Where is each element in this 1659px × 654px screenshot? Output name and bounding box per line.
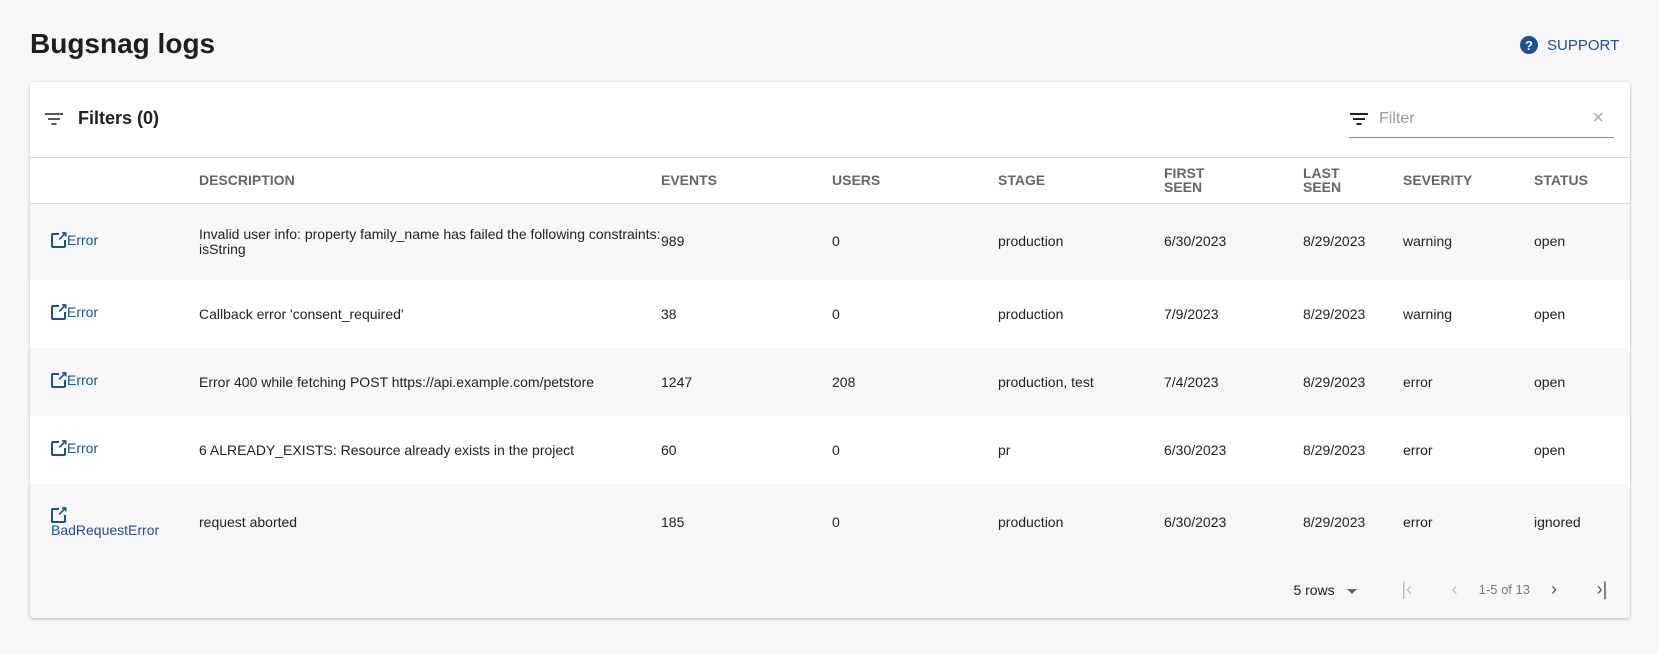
cell-status: open xyxy=(1534,305,1566,322)
header-events[interactable]: EVENTS xyxy=(661,158,832,204)
cell-last-seen: 8/29/2023 xyxy=(1303,305,1366,322)
cell-description: Callback error 'consent_required' xyxy=(199,305,404,322)
cell-events: 38 xyxy=(661,305,677,322)
table-row: Error Invalid user info: property family_… xyxy=(30,203,1630,280)
open-in-new-icon xyxy=(51,503,68,523)
last-page-icon[interactable]: ›| xyxy=(1596,579,1608,599)
header-last-seen[interactable]: LAST SEEN xyxy=(1303,158,1403,204)
open-in-new-icon xyxy=(51,300,68,320)
cell-description: request aborted xyxy=(199,514,298,530)
error-type: Error xyxy=(67,231,99,248)
cell-events: 185 xyxy=(661,514,685,530)
open-in-new-icon xyxy=(51,436,68,456)
cell-severity: warning xyxy=(1403,305,1453,322)
cell-users: 0 xyxy=(832,514,840,530)
cell-first-seen: 6/30/2023 xyxy=(1164,514,1227,530)
cell-events: 989 xyxy=(661,233,685,250)
page-range: 1-5 of 13 xyxy=(1478,582,1530,597)
error-type: Error xyxy=(67,372,99,388)
filters-label: Filters (0) xyxy=(78,108,160,128)
cell-users: 0 xyxy=(832,305,840,322)
help-circle-icon: ? xyxy=(1520,36,1538,54)
filter-icon xyxy=(1349,112,1369,126)
support-button[interactable]: ? SUPPORT xyxy=(1520,36,1619,54)
rows-per-page-label: 5 rows xyxy=(1293,581,1335,598)
cell-users: 0 xyxy=(832,233,840,250)
table-row: BadRequestError request aborted 185 0 produc… xyxy=(30,484,1630,561)
cell-description: Invalid user info: property family_name … xyxy=(199,225,661,257)
cell-events: 60 xyxy=(661,441,677,458)
page-title: Bugsnag logs xyxy=(30,28,216,59)
header-first-seen[interactable]: FIRST SEEN xyxy=(1164,158,1303,204)
cell-stage: production xyxy=(998,305,1064,322)
cell-first-seen: 7/9/2023 xyxy=(1164,305,1219,322)
cell-last-seen: 8/29/2023 xyxy=(1303,514,1366,530)
support-label: SUPPORT xyxy=(1547,36,1620,54)
header-row: DESCRIPTION EVENTS USERS STAGE FIRST SEE… xyxy=(30,158,1630,204)
cell-status: open xyxy=(1534,233,1566,250)
cell-stage: production, test xyxy=(998,373,1094,390)
cell-severity: error xyxy=(1403,514,1433,530)
logs-table: DESCRIPTION EVENTS USERS STAGE FIRST SEE… xyxy=(30,158,1630,561)
error-type: Error xyxy=(67,304,99,320)
cell-last-seen: 8/29/2023 xyxy=(1303,441,1366,458)
header-stage[interactable]: STAGE xyxy=(998,158,1164,204)
rows-per-page-select[interactable]: 5 rows xyxy=(1293,581,1357,598)
filter-list-icon xyxy=(44,112,64,126)
error-link[interactable]: Error xyxy=(30,300,99,320)
cell-stage: production xyxy=(998,233,1064,250)
table-row: Error 6 ALREADY_EXISTS: Resource already … xyxy=(30,416,1630,484)
filter-search-field: × xyxy=(1349,100,1614,138)
cell-first-seen: 6/30/2023 xyxy=(1164,441,1227,458)
error-type: BadRequestError xyxy=(51,521,160,538)
table-toolbar: Filters (0) × xyxy=(30,82,1630,158)
header-link xyxy=(30,158,199,204)
cell-status: open xyxy=(1534,441,1566,458)
error-link[interactable]: Error xyxy=(30,436,99,456)
cell-users: 0 xyxy=(832,441,840,458)
clear-icon[interactable]: × xyxy=(1592,107,1604,129)
cell-last-seen: 8/29/2023 xyxy=(1303,233,1366,250)
filter-input[interactable] xyxy=(1377,108,1593,129)
cell-first-seen: 7/4/2023 xyxy=(1164,373,1219,390)
cell-severity: error xyxy=(1403,373,1433,390)
header-description[interactable]: DESCRIPTION xyxy=(199,158,661,204)
cell-type: Error xyxy=(30,416,199,484)
error-type: Error xyxy=(67,440,99,456)
cell-status: ignored xyxy=(1534,514,1581,530)
cell-status: open xyxy=(1534,373,1566,390)
cell-type: Error xyxy=(30,280,199,348)
next-page-icon[interactable]: › xyxy=(1551,579,1557,599)
pagination: 5 rows |‹ ‹ 1-5 of 13 › ›| xyxy=(30,561,1630,618)
error-link[interactable]: Error xyxy=(30,368,99,388)
header-status[interactable]: STATUS xyxy=(1534,158,1630,204)
cell-users: 208 xyxy=(832,373,856,390)
previous-page-icon[interactable]: ‹ xyxy=(1451,579,1458,599)
cell-description: Error 400 while fetching POST https://ap… xyxy=(199,373,595,390)
logs-card: Filters (0) × DESCRIPTION EVENTS USERS S… xyxy=(30,82,1630,618)
filters-toggle[interactable]: Filters (0) xyxy=(44,108,159,129)
dropdown-arrow-icon xyxy=(1346,588,1357,594)
table-row: Error Error 400 while fetching POST https… xyxy=(30,348,1630,416)
cell-stage: pr xyxy=(998,441,1011,458)
cell-stage: production xyxy=(998,514,1064,530)
open-in-new-icon xyxy=(51,228,68,248)
cell-severity: warning xyxy=(1403,233,1453,250)
cell-type: Error xyxy=(30,348,199,416)
header-severity[interactable]: SEVERITY xyxy=(1403,158,1534,204)
error-link[interactable]: Error xyxy=(30,228,99,248)
open-in-new-icon xyxy=(51,368,68,388)
cell-last-seen: 8/29/2023 xyxy=(1303,373,1366,390)
header-users[interactable]: USERS xyxy=(832,158,998,204)
error-link[interactable]: BadRequestError xyxy=(30,503,160,538)
cell-first-seen: 6/30/2023 xyxy=(1164,233,1227,250)
first-page-icon[interactable]: |‹ xyxy=(1401,579,1412,599)
cell-type: Error xyxy=(30,203,199,280)
cell-severity: error xyxy=(1403,441,1433,458)
table-row: Error Callback error 'consent_required' 38… xyxy=(30,280,1630,348)
cell-events: 1247 xyxy=(661,373,693,390)
cell-type: BadRequestError xyxy=(30,484,199,561)
cell-description: 6 ALREADY_EXISTS: Resource already exist… xyxy=(199,441,575,458)
